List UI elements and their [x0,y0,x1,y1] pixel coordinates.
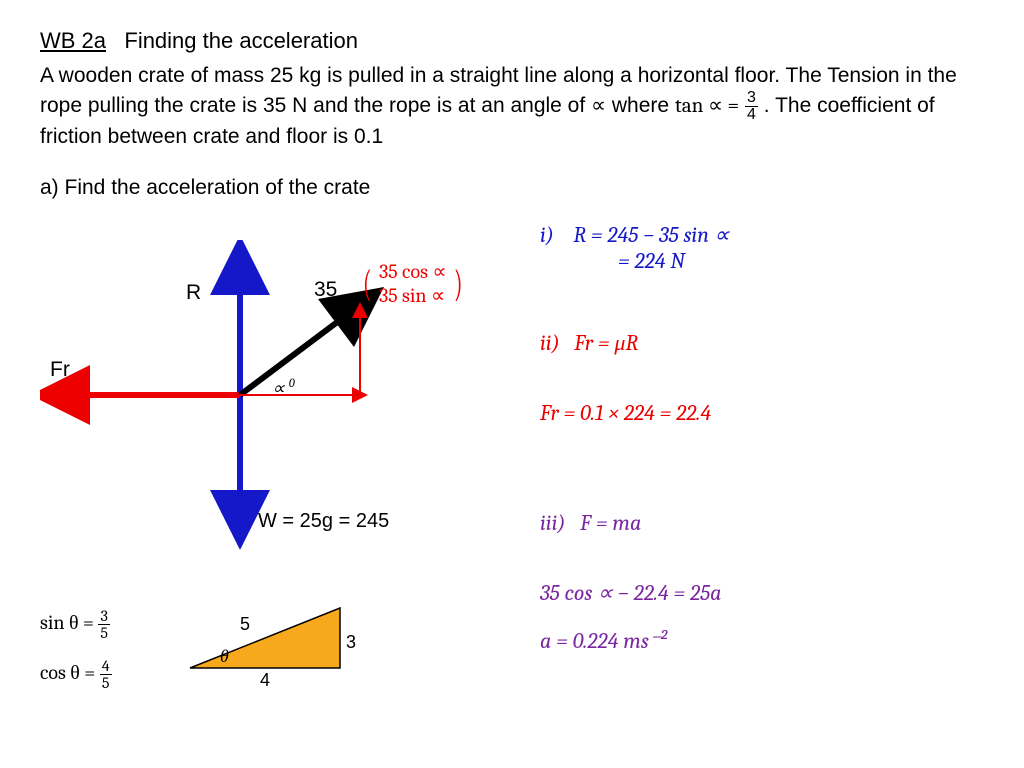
tan-fraction: 3 4 [745,90,758,123]
page-title: Finding the acceleration [124,28,358,53]
adjacent-label: 4 [260,670,270,691]
tension-label: 35 [314,278,337,302]
angle-alpha-label: ∝ 0 [272,376,295,399]
reference-triangle: 5 3 4 θ [180,598,380,698]
problem-statement: A wooden crate of mass 25 kg is pulled i… [40,62,960,152]
solution-step-ii-calc: Fr = 0.1 × 224 = 22.4 [540,400,711,426]
wb-code: WB 2a [40,28,106,53]
solution-step-ii-formula: ii) Fr = μR [540,330,638,356]
reaction-label: R [186,281,201,305]
hypotenuse-label: 5 [240,614,250,635]
solution-step-iii-formula: iii) F = ma [540,510,641,536]
weight-label: W = 25g = 245 [258,510,389,533]
question-text: a) Find the acceleration of the crate [40,176,370,200]
opposite-label: 3 [346,632,356,653]
solution-step-i: i) R = 245 − 35 sin ∝ = 224 N [540,222,729,274]
trig-identities: sin θ = 3 5 cos θ = 4 5 [40,598,112,698]
friction-label: Fr [50,358,70,382]
solution-step-iii-equation: 35 cos ∝ − 22.4 = 25a [540,580,721,606]
solution-step-iii-answer: a = 0.224 ms⁻² [540,628,667,654]
tension-components: ( 35 cos ∝ 35 sin ∝ ) [360,260,466,308]
page-header: WB 2a Finding the acceleration [40,28,358,54]
theta-label: θ [220,646,229,667]
tan-expression: tan ∝ = [675,94,739,118]
